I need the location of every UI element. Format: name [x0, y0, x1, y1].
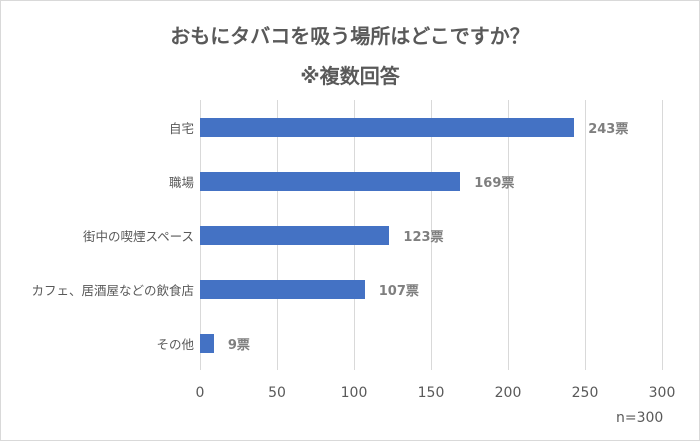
x-tick-label: 200	[494, 385, 522, 401]
data-label: 243票	[588, 122, 629, 137]
bar	[200, 117, 575, 137]
category-label: カフェ、居酒屋などの飲食店	[31, 283, 194, 298]
data-label: 123票	[403, 230, 444, 245]
gridline	[585, 100, 586, 370]
x-tick-label: 250	[571, 385, 599, 401]
gridline	[662, 100, 663, 370]
category-label: その他	[156, 337, 194, 352]
category-label: 自宅	[168, 121, 194, 136]
x-tick-label: 300	[648, 385, 676, 401]
bar	[200, 225, 390, 245]
bar	[200, 333, 214, 353]
bar	[200, 279, 365, 299]
plot-area: 243票 169票 123票 107票 9票	[200, 100, 663, 370]
chart-subtitle: ※複数回答	[300, 64, 400, 88]
data-label: 107票	[378, 284, 419, 299]
bar	[200, 171, 461, 191]
category-label: 職場	[168, 175, 194, 190]
category-label: 街中の喫煙スペース	[82, 229, 194, 244]
gridline	[431, 100, 432, 370]
x-tick-label: 100	[340, 385, 368, 401]
x-tick-label: 0	[195, 385, 205, 401]
data-label: 9票	[227, 338, 250, 353]
x-tick-label: 150	[417, 385, 445, 401]
gridline	[508, 100, 509, 370]
chart-title: おもにタバコを吸う場所はどこですか？	[170, 24, 530, 48]
data-label: 169票	[474, 176, 515, 191]
x-tick-label: 50	[268, 385, 286, 401]
sample-size-note: n=300	[616, 410, 664, 426]
